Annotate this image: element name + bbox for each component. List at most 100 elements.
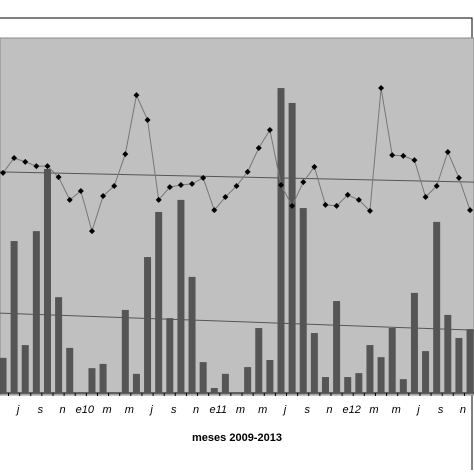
bar — [455, 337, 463, 393]
x-tick-label: e11 — [210, 404, 228, 416]
bar — [333, 301, 341, 393]
marker — [22, 158, 29, 165]
marker — [133, 92, 140, 99]
bar — [310, 333, 318, 393]
marker — [444, 148, 451, 155]
marker — [400, 152, 407, 159]
marker — [300, 179, 307, 186]
x-tick-label: j — [148, 404, 153, 416]
marker — [55, 174, 62, 181]
trendline — [0, 312, 474, 331]
bar — [166, 318, 174, 393]
x-tick-label: n — [193, 404, 199, 416]
marker — [66, 196, 73, 203]
bar — [244, 367, 252, 393]
marker — [88, 228, 95, 235]
bar — [66, 347, 74, 393]
bar — [55, 297, 63, 393]
marker — [100, 192, 107, 199]
bar — [288, 102, 296, 393]
marker — [311, 163, 318, 170]
marker — [266, 126, 273, 133]
bar — [221, 373, 229, 393]
bar — [299, 208, 307, 393]
bar — [277, 88, 285, 394]
marker — [77, 188, 84, 195]
bar — [266, 359, 274, 393]
marker — [166, 184, 173, 191]
bar — [21, 345, 29, 393]
bar — [177, 199, 185, 393]
bar — [121, 309, 129, 393]
bar — [43, 168, 51, 393]
marker — [355, 196, 362, 203]
x-tick-label: m — [392, 404, 401, 416]
bar — [188, 276, 196, 393]
x-tick-label: m — [236, 404, 245, 416]
marker — [255, 145, 262, 152]
marker — [411, 157, 418, 164]
bar — [399, 379, 407, 393]
bar — [366, 345, 374, 393]
bar — [132, 373, 140, 393]
bar — [88, 368, 96, 393]
marker — [278, 181, 284, 188]
bar — [32, 231, 40, 393]
bar — [466, 329, 474, 393]
marker — [244, 168, 251, 175]
marker — [344, 191, 351, 198]
marker — [189, 180, 196, 187]
bar — [444, 314, 452, 393]
marker — [289, 202, 296, 209]
x-axis-label: meses 2009-2013 — [192, 432, 282, 444]
bar — [344, 377, 352, 393]
x-tick-label: j — [282, 404, 287, 416]
x-tick-label: m — [369, 404, 378, 416]
bar — [155, 211, 163, 393]
marker — [322, 201, 329, 208]
bar — [388, 328, 396, 393]
marker — [378, 85, 385, 92]
x-tick-label: m — [258, 404, 267, 416]
x-tick-label: s — [38, 404, 44, 416]
marker — [144, 117, 151, 124]
marker — [33, 163, 40, 170]
x-tick-label: e12 — [343, 404, 361, 416]
bar — [255, 328, 263, 393]
bar — [99, 363, 107, 393]
marker — [11, 154, 18, 161]
bar — [377, 357, 385, 393]
bar — [433, 221, 441, 393]
x-tick-label: m — [102, 404, 111, 416]
plot-area — [0, 37, 474, 396]
bar — [422, 351, 430, 393]
bar — [355, 373, 363, 393]
bar — [199, 362, 207, 393]
bar — [0, 357, 7, 393]
marker — [467, 207, 474, 214]
x-tick-label: e10 — [76, 404, 95, 416]
marker — [44, 163, 51, 170]
bar — [144, 257, 152, 393]
marker — [222, 194, 229, 201]
marker — [155, 196, 162, 203]
x-tick-label: n — [460, 404, 466, 416]
x-tick-label: j — [415, 404, 420, 416]
marker — [0, 169, 6, 176]
marker — [433, 183, 440, 190]
marker — [422, 194, 429, 201]
bar — [10, 241, 18, 393]
bar — [210, 388, 218, 393]
marker — [333, 202, 340, 209]
marker — [122, 151, 129, 158]
bar — [321, 377, 329, 393]
marker — [233, 183, 240, 190]
marker — [389, 152, 396, 159]
marker — [366, 207, 373, 214]
x-tick-label: s — [438, 404, 444, 416]
trendline — [0, 171, 474, 183]
marker — [177, 181, 184, 188]
marker — [455, 174, 462, 181]
x-tick-label: j — [15, 404, 20, 416]
